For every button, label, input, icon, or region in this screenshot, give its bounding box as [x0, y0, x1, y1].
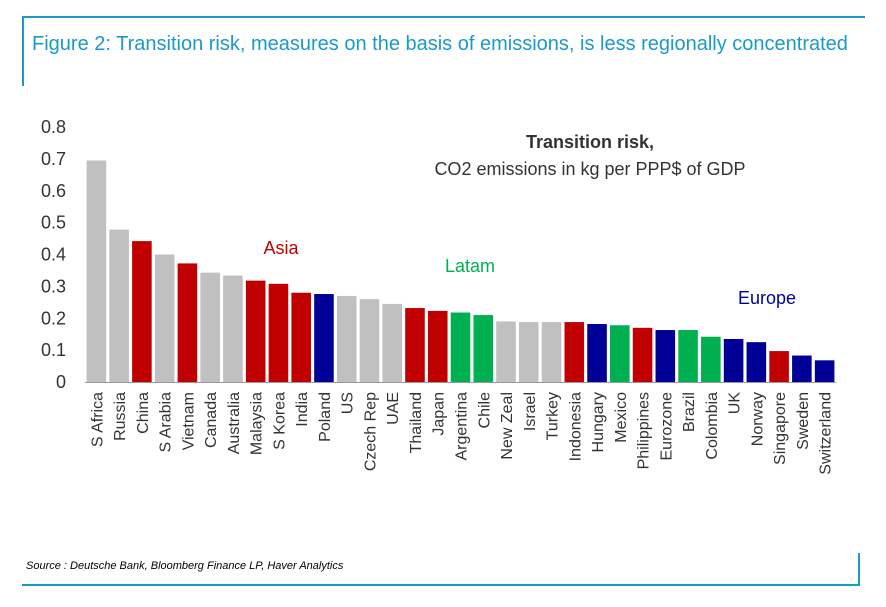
category-label: Israel — [522, 392, 539, 431]
category-label: Philippines — [636, 392, 653, 469]
category-label: Switzerland — [818, 392, 835, 475]
figure-title: Figure 2: Transition risk, measures on t… — [32, 33, 848, 55]
bar — [541, 322, 562, 382]
category-label: Malaysia — [249, 392, 266, 455]
category-label: Canada — [203, 392, 220, 448]
bar — [655, 330, 676, 382]
category-label: Thailand — [408, 392, 425, 453]
category-label: Sweden — [795, 392, 812, 450]
category-label: India — [294, 392, 311, 427]
category-label: Eurozone — [658, 392, 675, 461]
y-tick-label: 0.6 — [41, 181, 66, 201]
category-label: Russia — [112, 392, 129, 441]
category-label: Norway — [749, 392, 766, 446]
bar — [223, 275, 243, 382]
category-label: S Korea — [271, 392, 288, 450]
category-label: Mexico — [613, 392, 630, 443]
annotation-latam: Latam — [445, 256, 495, 276]
category-label: Indonesia — [567, 392, 584, 461]
bar — [587, 323, 607, 382]
category-labels: S Africa Russia China S Arabia Vietnam Canada… — [89, 392, 834, 475]
bars — [86, 160, 835, 382]
category-label: Czech Rep — [362, 392, 379, 471]
category-label: Singapore — [772, 392, 789, 465]
annotation-asia: Asia — [263, 238, 299, 258]
category-label: Australia — [226, 392, 243, 454]
frame-right-border — [858, 553, 860, 585]
y-tick-label: 0.1 — [41, 340, 66, 360]
frame-left-border — [22, 16, 24, 86]
y-axis-ticks: 0 0.1 0.2 0.3 0.4 0.5 0.6 0.7 0.8 — [41, 117, 66, 392]
bar — [359, 299, 380, 382]
category-label: UAE — [385, 392, 402, 425]
bar — [132, 241, 152, 382]
bar — [154, 254, 175, 382]
category-label: US — [340, 392, 357, 414]
category-label: Colombia — [704, 392, 721, 460]
bar — [518, 322, 539, 382]
category-label: New Zeal — [499, 392, 516, 460]
bar — [473, 315, 494, 382]
bar — [245, 280, 266, 382]
y-tick-label: 0.4 — [41, 245, 66, 265]
bar — [678, 330, 698, 382]
bar — [723, 338, 744, 382]
frame-bottom-border — [22, 584, 860, 586]
y-tick-label: 0 — [56, 372, 66, 392]
source-note: Source : Deutsche Bank, Bloomberg Financ… — [26, 560, 344, 572]
y-tick-label: 0.7 — [41, 149, 66, 169]
bar — [200, 272, 220, 382]
bar — [769, 351, 789, 382]
bar — [792, 355, 812, 382]
bar — [291, 292, 311, 382]
chart-title: Transition risk, — [526, 132, 654, 152]
category-label: S Arabia — [158, 392, 175, 453]
bar — [610, 325, 630, 382]
bar — [746, 342, 767, 382]
bar — [564, 322, 585, 382]
bar — [450, 312, 471, 382]
y-tick-label: 0.2 — [41, 308, 66, 328]
category-label: China — [135, 392, 152, 434]
category-label: Vietnam — [180, 392, 197, 450]
bar — [814, 360, 835, 382]
category-label: Poland — [317, 392, 334, 442]
category-label: Chile — [476, 392, 493, 429]
category-label: Hungary — [590, 392, 607, 452]
category-label: Brazil — [681, 392, 698, 432]
bar — [86, 160, 107, 382]
bar — [314, 294, 334, 382]
chart-subtitle: CO2 emissions in kg per PPP$ of GDP — [434, 159, 745, 179]
bar — [632, 327, 653, 382]
bar — [268, 283, 289, 382]
annotation-europe: Europe — [738, 288, 796, 308]
bar — [336, 295, 357, 382]
y-tick-label: 0.8 — [41, 117, 66, 137]
y-tick-label: 0.3 — [41, 276, 66, 296]
category-label: Turkey — [545, 392, 562, 440]
category-label: UK — [727, 392, 744, 415]
category-label: S Africa — [89, 392, 106, 447]
bar — [405, 308, 425, 382]
bar — [109, 229, 129, 382]
category-label: Argentina — [454, 392, 471, 461]
y-tick-label: 0.5 — [41, 213, 66, 233]
bar — [382, 303, 403, 382]
bar — [177, 263, 198, 382]
frame-top-border — [22, 16, 865, 18]
category-label: Japan — [431, 392, 448, 436]
bar — [496, 321, 516, 382]
bar — [701, 336, 721, 382]
bar — [427, 310, 448, 382]
